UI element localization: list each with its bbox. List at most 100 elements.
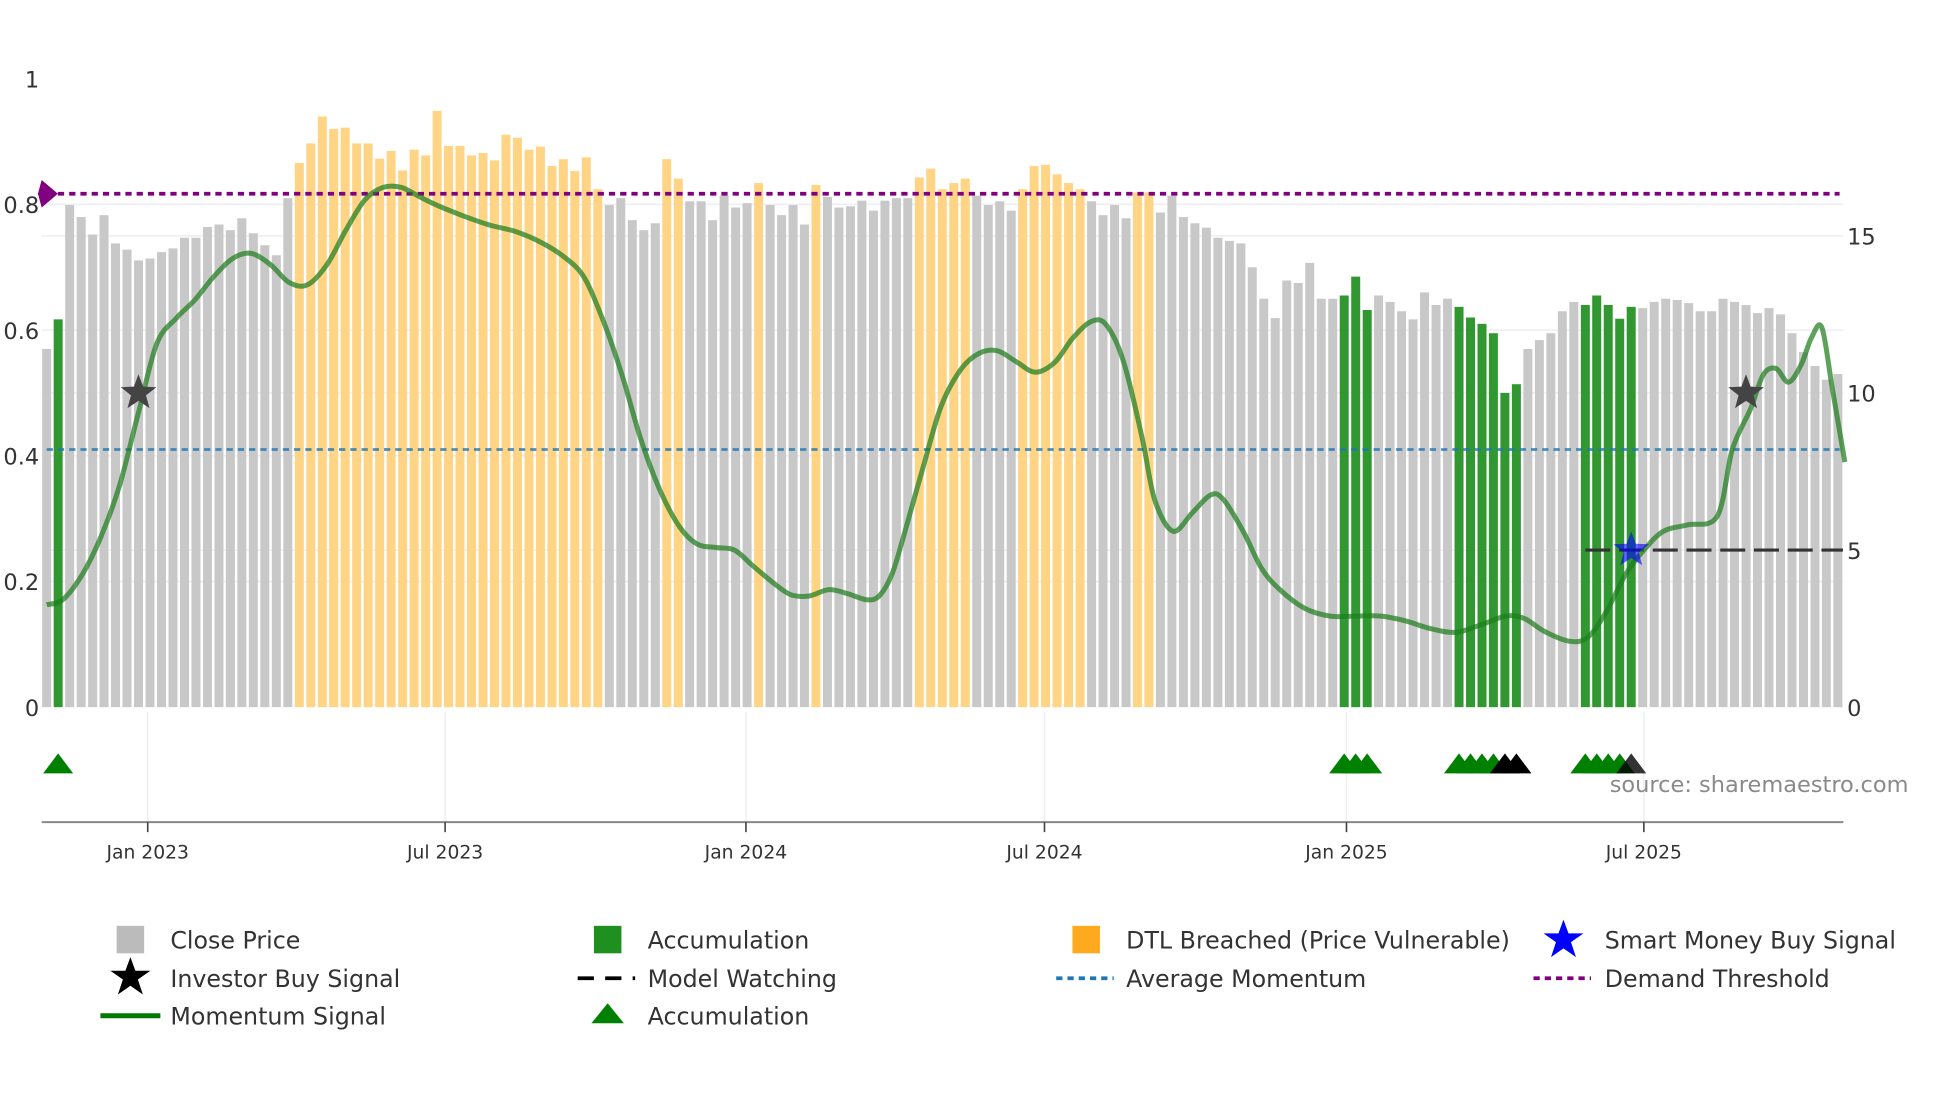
close-price-bar	[1293, 282, 1303, 708]
source-label: source: sharemaestro.com	[1610, 772, 1909, 798]
close-price-bar	[834, 207, 844, 708]
close-price-bar	[1638, 308, 1648, 708]
close-price-bar	[1707, 311, 1717, 708]
close-price-bar	[1534, 340, 1544, 708]
close-price-bar	[283, 198, 293, 708]
close-price-bar	[145, 258, 155, 708]
close-price-bar	[1201, 227, 1211, 708]
close-price-bar	[1787, 333, 1797, 708]
dtl-breached-bar	[1064, 183, 1074, 708]
close-price-bar	[1730, 301, 1740, 708]
dtl-breached-bar	[455, 145, 465, 708]
close-price-bar	[88, 234, 98, 708]
close-price-bar	[1397, 311, 1407, 708]
dtl-breached-bar	[1041, 164, 1051, 708]
close-price-bar	[1155, 212, 1165, 708]
accumulation-bar	[1511, 384, 1521, 708]
close-price-bar	[822, 196, 832, 708]
dtl-breached-bar	[524, 149, 534, 708]
legend-accumulation-marker: Accumulation	[648, 1003, 810, 1031]
close-price-bar	[731, 207, 741, 708]
close-price-bar	[685, 201, 695, 708]
dtl-breached-bar	[1075, 189, 1085, 708]
dtl-breached-bar	[363, 143, 373, 708]
legend-smart-money: Smart Money Buy Signal	[1605, 926, 1896, 954]
close-price-bar	[111, 243, 121, 708]
close-price-bar	[1110, 205, 1120, 708]
accumulation-bar	[1454, 306, 1464, 708]
demand-threshold-diamond	[37, 179, 58, 208]
accumulation-bar	[1477, 323, 1487, 708]
accumulation-triangle	[1501, 753, 1532, 774]
dtl-breached-bar	[754, 183, 764, 708]
axes: Jan 2023 Jul 2023 Jan 2024 Jul 2024 Jan 2025…	[3, 67, 1875, 863]
dtl-breached-bar	[501, 134, 511, 708]
close-price-bar	[1259, 298, 1269, 708]
close-price-bar	[1557, 311, 1567, 708]
signal-markers	[43, 374, 1764, 774]
close-price-bar	[891, 198, 901, 708]
accumulation-triangle	[43, 753, 74, 774]
accumulation-triangle	[1352, 753, 1383, 774]
x-tick-label: Jul 2025	[1605, 842, 1682, 863]
close-price-bar	[604, 205, 614, 708]
close-price-bar	[1305, 262, 1315, 708]
y-tick-label: 0	[25, 696, 39, 722]
close-price-bar	[1167, 195, 1177, 708]
y-tick-label: 0.4	[3, 445, 39, 471]
dtl-breached-bar	[949, 183, 959, 708]
close-price-bar	[1776, 314, 1786, 708]
close-price-bar	[1821, 379, 1831, 708]
close-price-bar	[1236, 243, 1246, 708]
close-price-bar	[1661, 298, 1671, 708]
close-price-bar	[225, 230, 235, 708]
y2-tick-label: 15	[1847, 225, 1876, 251]
y-tick-label: 1	[25, 67, 39, 93]
legend-star-icon	[110, 957, 151, 995]
close-price-bar	[191, 237, 201, 708]
close-price-bar	[880, 200, 890, 708]
dtl-breached-bar	[340, 127, 350, 708]
dtl-breached-bar	[329, 128, 339, 708]
close-price-bar	[1224, 240, 1234, 708]
close-price-bar	[1753, 313, 1763, 708]
close-price-bar	[1420, 292, 1430, 708]
close-price-bar	[1098, 215, 1108, 708]
dtl-breached-bar	[673, 178, 683, 708]
close-price-bar	[1408, 319, 1418, 708]
close-price-bar	[122, 249, 132, 708]
dtl-breached-bar	[421, 155, 431, 708]
dtl-breached-bar	[1018, 189, 1028, 708]
close-price-bar	[719, 195, 729, 708]
dtl-breached-bar	[558, 159, 568, 708]
smart-money-star	[1613, 531, 1650, 566]
close-price-bar	[42, 348, 52, 708]
close-price-bar	[202, 227, 212, 708]
close-price-bar	[65, 205, 75, 708]
accumulation-bar	[1603, 304, 1613, 708]
y-tick-label: 0.8	[3, 193, 39, 219]
accumulation-bar	[1580, 304, 1590, 708]
close-price-bar	[983, 205, 993, 708]
accumulation-bar	[1615, 318, 1625, 708]
legend-investor-buy: Investor Buy Signal	[170, 965, 400, 993]
dtl-breached-bar	[375, 158, 385, 708]
legend: Close Price Investor Buy Signal Momentum…	[100, 919, 1896, 1031]
close-price-bar	[845, 206, 855, 708]
close-price-bar	[799, 224, 809, 708]
close-price-bar	[708, 220, 718, 708]
accumulation-bar	[1592, 295, 1602, 708]
legend-demand-threshold: Demand Threshold	[1605, 965, 1830, 993]
dtl-breached-bar	[1052, 174, 1062, 708]
close-price-bar	[1799, 352, 1808, 708]
dtl-breached-bar	[811, 184, 821, 708]
close-price-bar	[616, 198, 626, 708]
dtl-breached-bar	[386, 150, 396, 708]
dtl-breached-bar	[535, 146, 545, 708]
y2-tick-label: 10	[1847, 382, 1876, 408]
close-price-bar	[742, 203, 752, 708]
close-price-bar	[1247, 267, 1257, 708]
close-price-bar	[765, 205, 775, 708]
close-price-bar	[1810, 365, 1820, 708]
dtl-breached-bar	[570, 171, 580, 708]
